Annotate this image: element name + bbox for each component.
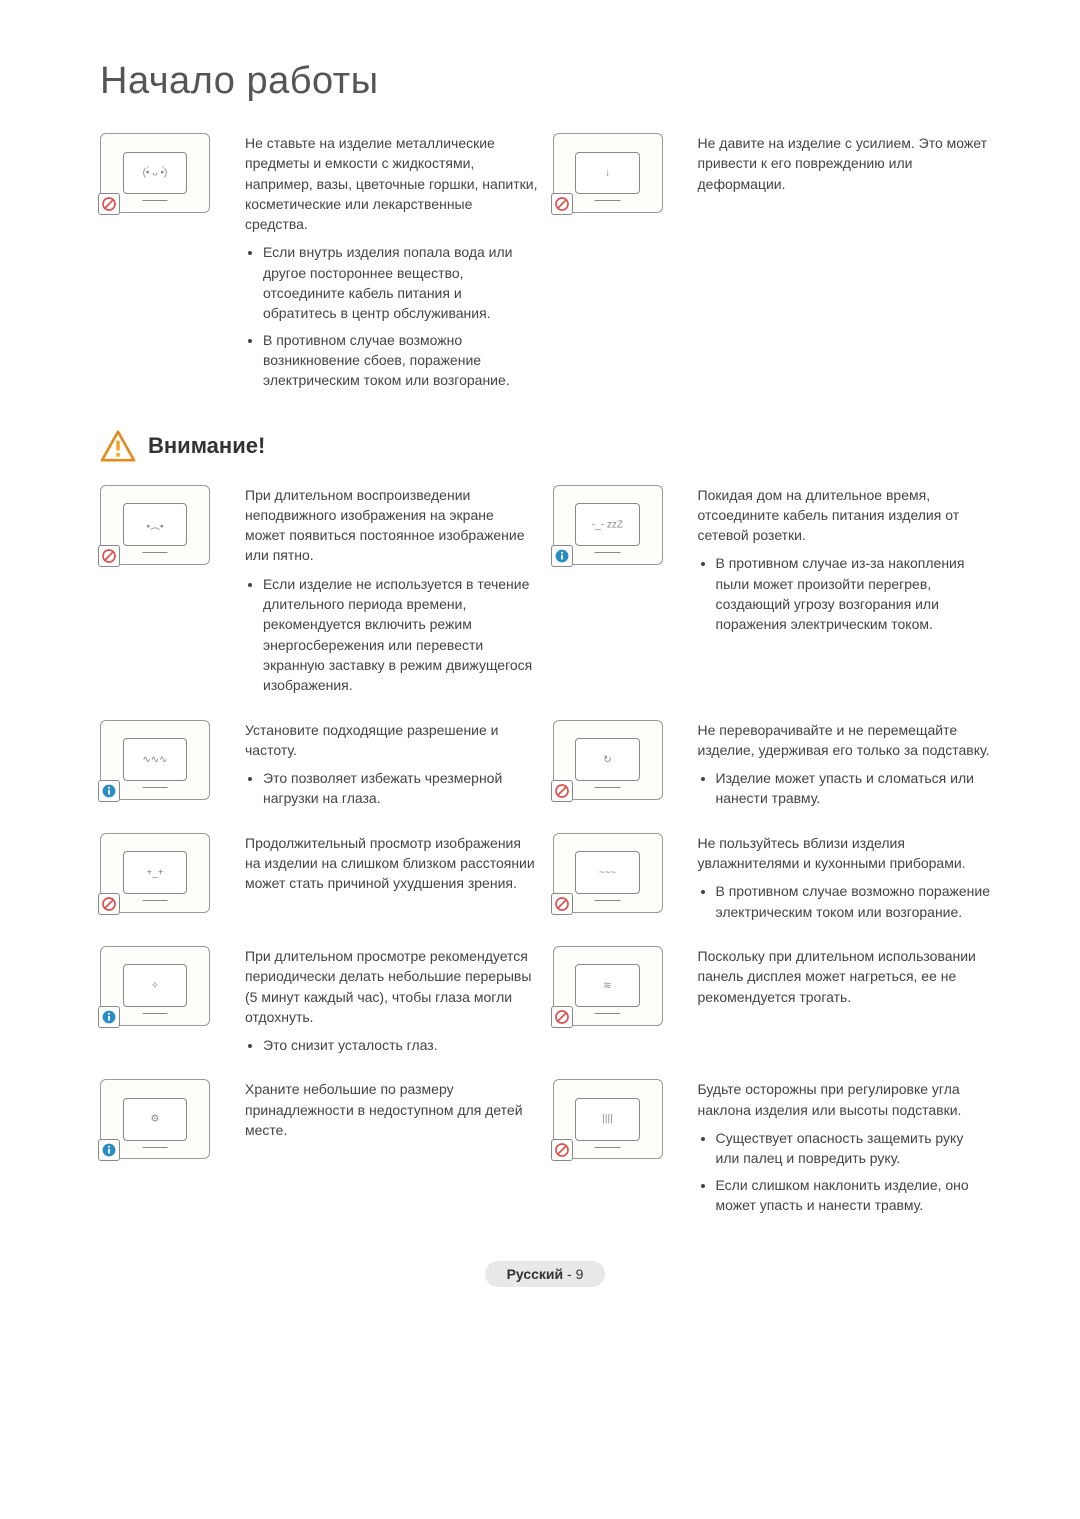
page-footer: Русский - 9 xyxy=(100,1261,990,1287)
safety-bullet: Если изделие не используется в течение д… xyxy=(263,574,538,696)
safety-text-right: Не давите на изделие с усилием. Это може… xyxy=(698,133,991,194)
safety-text-right: Не переворачивайте и не перемещайте изде… xyxy=(698,720,991,815)
safety-text-left: При длительном воспроизведении неподвижн… xyxy=(245,485,538,702)
footer-language: Русский xyxy=(507,1266,564,1282)
safety-text-left: Храните небольшие по размеру принадлежно… xyxy=(245,1079,538,1140)
safety-bullet-list: Если изделие не используется в течение д… xyxy=(263,574,538,696)
safety-bullet: В противном случае возможно поражение эл… xyxy=(716,881,991,922)
tv-hot: ≋ xyxy=(553,946,663,1026)
tv-flip: ↻ xyxy=(553,720,663,800)
safety-bullet: Если внутрь изделия попала вода или друг… xyxy=(263,242,538,323)
safety-grid: (•̀ ᴗ •́) Не ставьте на изделие металличе… xyxy=(100,133,990,1221)
prohibit-icon xyxy=(551,893,573,915)
footer-pill: Русский - 9 xyxy=(485,1261,606,1287)
safety-main-text: Покидая дом на длительное время, отсоеди… xyxy=(698,485,991,546)
safety-text-left: Установите подходящие разрешение и часто… xyxy=(245,720,538,815)
tv-rest: ✧ xyxy=(100,946,210,1026)
safety-main-text: Продолжительный просмотр изображения на … xyxy=(245,833,538,894)
tv-humidifier: ~~~ xyxy=(553,833,663,913)
info-icon xyxy=(98,1139,120,1161)
safety-main-text: Будьте осторожны при регулировке угла на… xyxy=(698,1079,991,1120)
footer-page-number: 9 xyxy=(576,1266,584,1282)
tv-closeup: +_+ xyxy=(100,833,210,913)
info-icon xyxy=(551,545,573,567)
safety-text-right: Покидая дом на длительное время, отсоеди… xyxy=(698,485,991,641)
safety-bullet-list: Это позволяет избежать чрезмерной нагруз… xyxy=(263,768,538,809)
tv-kids: ⚙ xyxy=(100,1079,210,1159)
tv-vase: (•̀ ᴗ •́) xyxy=(100,133,210,213)
warning-triangle-icon xyxy=(100,430,136,462)
prohibit-icon xyxy=(551,780,573,802)
safety-bullet-list: В противном случае возможно поражение эл… xyxy=(716,881,991,922)
info-icon xyxy=(98,780,120,802)
safety-bullet: Если слишком наклонить изделие, оно може… xyxy=(716,1175,991,1216)
safety-bullet-list: Если внутрь изделия попала вода или друг… xyxy=(263,242,538,390)
safety-text-right: Будьте осторожны при регулировке угла на… xyxy=(698,1079,991,1221)
safety-main-text: Храните небольшие по размеру принадлежно… xyxy=(245,1079,538,1140)
safety-bullet: В противном случае возможно возникновени… xyxy=(263,330,538,391)
safety-text-left: При длительном просмотре рекомендуется п… xyxy=(245,946,538,1061)
safety-bullet: Существует опасность защемить руку или п… xyxy=(716,1128,991,1169)
safety-bullet-list: Существует опасность защемить руку или п… xyxy=(716,1128,991,1215)
safety-bullet: В противном случае из-за накопления пыли… xyxy=(716,553,991,634)
safety-main-text: Не пользуйтесь вблизи изделия увлажнител… xyxy=(698,833,991,874)
safety-main-text: Не давите на изделие с усилием. Это може… xyxy=(698,133,991,194)
safety-main-text: Не переворачивайте и не перемещайте изде… xyxy=(698,720,991,761)
safety-main-text: Поскольку при длительном использовании п… xyxy=(698,946,991,1007)
safety-text-right: Поскольку при длительном использовании п… xyxy=(698,946,991,1007)
tv-ghost: •︵• xyxy=(100,485,210,565)
safety-bullet: Это позволяет избежать чрезмерной нагруз… xyxy=(263,768,538,809)
safety-main-text: Не ставьте на изделие металлические пред… xyxy=(245,133,538,234)
safety-text-left: Продолжительный просмотр изображения на … xyxy=(245,833,538,894)
caution-title: Внимание! xyxy=(148,433,265,459)
safety-bullet-list: Это снизит усталость глаз. xyxy=(263,1035,538,1055)
safety-text-left: Не ставьте на изделие металлические пред… xyxy=(245,133,538,397)
prohibit-icon xyxy=(551,1006,573,1028)
safety-main-text: Установите подходящие разрешение и часто… xyxy=(245,720,538,761)
prohibit-icon xyxy=(551,193,573,215)
page-title: Начало работы xyxy=(100,60,990,103)
safety-bullet: Изделие может упасть и сломаться или нан… xyxy=(716,768,991,809)
safety-bullet-list: В противном случае из-за накопления пыли… xyxy=(716,553,991,634)
prohibit-icon xyxy=(98,193,120,215)
tv-tilt: |||| xyxy=(553,1079,663,1159)
safety-bullet: Это снизит усталость глаз. xyxy=(263,1035,538,1055)
tv-press: ↓ xyxy=(553,133,663,213)
safety-bullet-list: Изделие может упасть и сломаться или нан… xyxy=(716,768,991,809)
prohibit-icon xyxy=(98,545,120,567)
prohibit-icon xyxy=(551,1139,573,1161)
footer-sep: - xyxy=(563,1266,575,1282)
tv-resolution: ∿∿∿ xyxy=(100,720,210,800)
safety-text-right: Не пользуйтесь вблизи изделия увлажнител… xyxy=(698,833,991,928)
tv-sleep: -_- zzZ xyxy=(553,485,663,565)
caution-header: Внимание! xyxy=(100,430,990,462)
prohibit-icon xyxy=(98,893,120,915)
safety-main-text: При длительном воспроизведении неподвижн… xyxy=(245,485,538,566)
safety-main-text: При длительном просмотре рекомендуется п… xyxy=(245,946,538,1027)
info-icon xyxy=(98,1006,120,1028)
